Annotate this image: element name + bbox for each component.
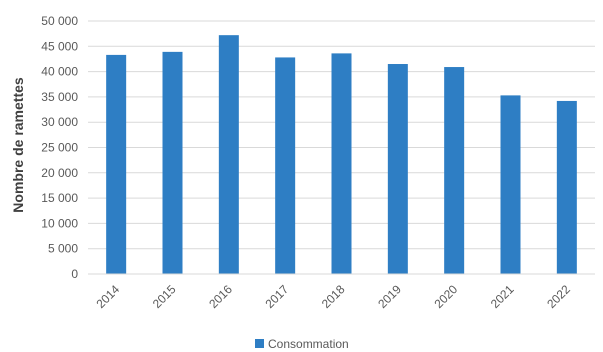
bar-2021 [500, 95, 521, 274]
legend: Consommation [255, 337, 349, 351]
y-tick-label: 0 [71, 267, 78, 281]
bar-2022 [556, 100, 577, 274]
legend-label: Consommation [268, 337, 349, 351]
x-tick-label: 2016 [206, 282, 235, 311]
bar-2015 [162, 51, 183, 275]
bar-2017 [275, 57, 296, 274]
bars [106, 35, 577, 275]
legend-swatch [255, 339, 264, 348]
bar-2014 [106, 54, 127, 274]
y-tick-label: 40 000 [41, 65, 78, 79]
x-tick-label: 2017 [263, 282, 292, 311]
y-tick-label: 35 000 [41, 90, 78, 104]
y-tick-label: 5 000 [48, 242, 78, 256]
x-tick-label: 2021 [488, 282, 517, 311]
y-tick-label: 30 000 [41, 115, 78, 129]
y-tick-label: 45 000 [41, 39, 78, 53]
x-tick-label: 2014 [94, 282, 123, 311]
y-tick-label: 25 000 [41, 141, 78, 155]
bar-2019 [387, 64, 408, 274]
y-tick-label: 50 000 [41, 14, 78, 28]
y-axis-label: Nombre de ramettes [10, 77, 26, 213]
bar-2020 [444, 67, 465, 275]
x-axis-ticks: 2014 2015 2016 2017 2018 2019 2020 2021 2022 [94, 282, 574, 311]
x-tick-label: 2020 [432, 282, 461, 311]
bar-2016 [218, 35, 239, 274]
y-tick-label: 15 000 [41, 191, 78, 205]
x-tick-label: 2022 [544, 282, 573, 311]
x-tick-label: 2015 [150, 282, 179, 311]
y-tick-label: 10 000 [41, 216, 78, 230]
x-tick-label: 2019 [375, 282, 404, 311]
x-tick-label: 2018 [319, 282, 348, 311]
bar-2018 [331, 53, 352, 274]
y-tick-label: 20 000 [41, 166, 78, 180]
y-axis-ticks: 0 5 000 10 000 15 000 20 000 25 000 30 000 35 0… [41, 14, 78, 281]
